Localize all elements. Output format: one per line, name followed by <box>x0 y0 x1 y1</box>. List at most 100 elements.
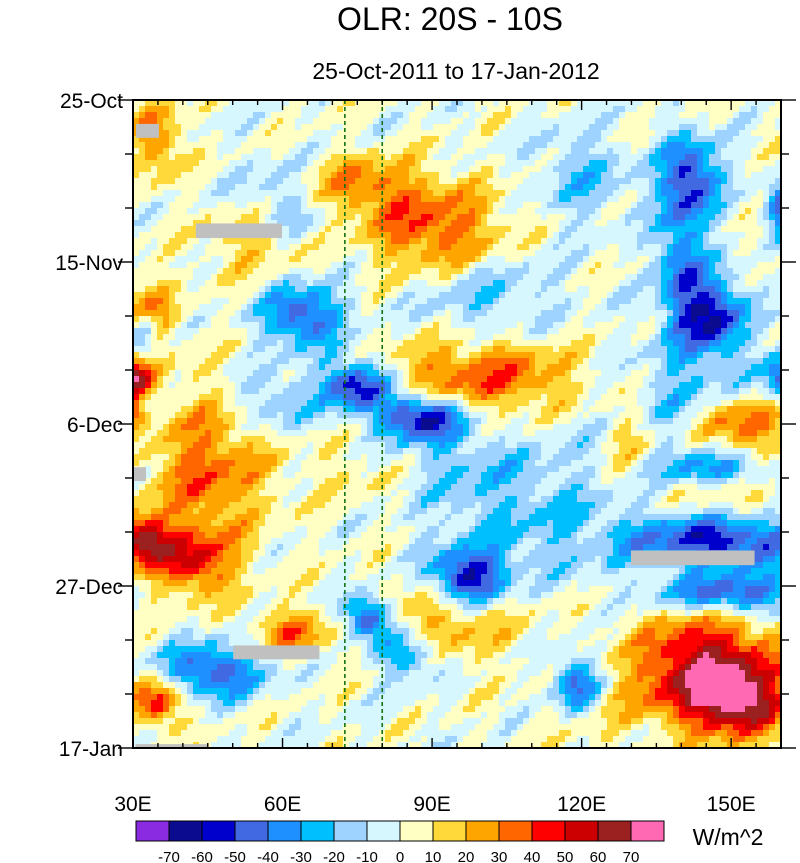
heatmap-cell <box>631 370 638 377</box>
heatmap-cell <box>583 310 590 317</box>
heatmap-cell <box>175 274 182 281</box>
heatmap-cell <box>211 310 218 317</box>
heatmap-cell <box>247 256 254 263</box>
heatmap-cell <box>259 178 266 185</box>
heatmap-cell <box>493 352 500 359</box>
heatmap-cell <box>745 166 752 173</box>
heatmap-cell <box>229 310 236 317</box>
heatmap-cell <box>691 208 698 215</box>
heatmap-cell <box>613 106 620 113</box>
heatmap-cell <box>535 106 542 113</box>
heatmap-cell <box>355 172 362 179</box>
heatmap-cell <box>517 106 524 113</box>
heatmap-cell <box>583 334 590 341</box>
heatmap-cell <box>607 244 614 251</box>
heatmap-cell <box>625 214 632 221</box>
heatmap-cell <box>553 346 560 353</box>
heatmap-cell <box>277 262 284 269</box>
heatmap-cell <box>235 208 242 215</box>
heatmap-cell <box>553 298 560 305</box>
heatmap-cell <box>721 124 728 131</box>
heatmap-cell <box>451 256 458 263</box>
heatmap-cell <box>757 142 764 149</box>
heatmap-cell <box>313 280 320 287</box>
heatmap-cell <box>259 208 266 215</box>
heatmap-cell <box>733 160 740 167</box>
heatmap-cell <box>295 178 302 185</box>
heatmap-cell <box>331 244 338 251</box>
heatmap-cell <box>631 124 638 131</box>
heatmap-cell <box>637 166 644 173</box>
heatmap-cell <box>727 202 734 209</box>
heatmap-cell <box>715 310 722 317</box>
heatmap-cell <box>229 328 236 335</box>
heatmap-cell <box>643 280 650 287</box>
heatmap-cell <box>133 160 140 167</box>
heatmap-cell <box>373 100 380 107</box>
heatmap-cell <box>157 166 164 173</box>
heatmap-cell <box>367 118 374 125</box>
heatmap-cell <box>553 124 560 131</box>
heatmap-cell <box>649 298 656 305</box>
heatmap-cell <box>535 364 542 371</box>
heatmap-cell <box>169 118 176 125</box>
heatmap-cell <box>667 274 674 281</box>
heatmap-cell <box>727 190 734 197</box>
heatmap-cell <box>157 130 164 137</box>
heatmap-cell <box>313 316 320 323</box>
heatmap-cell <box>487 358 494 365</box>
heatmap-cell <box>595 196 602 203</box>
heatmap-cell <box>343 334 350 341</box>
heatmap-cell <box>547 316 554 323</box>
heatmap-cell <box>679 130 686 137</box>
heatmap-cell <box>589 370 596 377</box>
heatmap-cell <box>559 352 566 359</box>
heatmap-cell <box>349 316 356 323</box>
heatmap-cell <box>145 316 152 323</box>
heatmap-cell <box>385 154 392 161</box>
heatmap-cell <box>421 280 428 287</box>
heatmap-cell <box>703 316 710 323</box>
heatmap-cell <box>547 136 554 143</box>
heatmap-cell <box>181 298 188 305</box>
heatmap-cell <box>523 160 530 167</box>
heatmap-cell <box>331 298 338 305</box>
heatmap-cell <box>565 166 572 173</box>
heatmap-cell <box>409 328 416 335</box>
heatmap-cell <box>601 334 608 341</box>
heatmap-cell <box>631 178 638 185</box>
heatmap-cell <box>595 334 602 341</box>
heatmap-cell <box>175 256 182 263</box>
heatmap-cell <box>223 238 230 245</box>
heatmap-cell <box>151 148 158 155</box>
heatmap-cell <box>733 214 740 221</box>
heatmap-cell <box>289 214 296 221</box>
heatmap-cell <box>193 352 200 359</box>
heatmap-cell <box>481 244 488 251</box>
heatmap-cell <box>409 142 416 149</box>
heatmap-cell <box>547 358 554 365</box>
heatmap-cell <box>331 130 338 137</box>
heatmap-cell <box>691 118 698 125</box>
heatmap-cell <box>175 154 182 161</box>
heatmap-cell <box>739 142 746 149</box>
heatmap-cell <box>421 178 428 185</box>
heatmap-cell <box>403 232 410 239</box>
heatmap-cell <box>163 250 170 257</box>
heatmap-cell <box>643 316 650 323</box>
heatmap-cell <box>439 160 446 167</box>
heatmap-cell <box>235 154 242 161</box>
heatmap-cell <box>139 292 146 299</box>
heatmap-cell <box>301 232 308 239</box>
heatmap-cell <box>697 154 704 161</box>
heatmap-cell <box>139 154 146 161</box>
heatmap-cell <box>493 274 500 281</box>
heatmap-cell <box>457 208 464 215</box>
heatmap-cell <box>253 106 260 113</box>
heatmap-cell <box>595 106 602 113</box>
heatmap-cell <box>571 136 578 143</box>
heatmap-cell <box>667 154 674 161</box>
heatmap-cell <box>697 100 704 107</box>
heatmap-cell <box>565 268 572 275</box>
heatmap-cell <box>229 268 236 275</box>
